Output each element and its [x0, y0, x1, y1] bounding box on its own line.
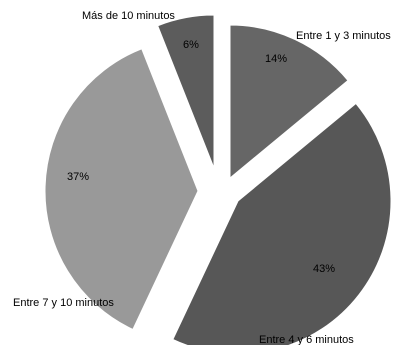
category-label: Entre 4 y 6 minutos: [259, 334, 354, 345]
pie-slice: [229, 24, 349, 180]
percent-label: 6%: [183, 39, 199, 51]
pie-slice: [172, 102, 392, 345]
percent-label: 43%: [313, 263, 335, 275]
category-label: Entre 1 y 3 minutos: [296, 30, 391, 42]
pie-labels: Entre 1 y 3 minutos Entre 4 y 6 minutos …: [13, 10, 391, 345]
pie-slices: [44, 14, 392, 345]
pie-slice: [157, 14, 215, 169]
percent-label: 37%: [67, 171, 89, 183]
category-label: Entre 7 y 10 minutos: [13, 297, 114, 309]
category-label: Más de 10 minutos: [82, 10, 175, 22]
percent-label: 14%: [265, 53, 287, 65]
pie-slice: [44, 48, 199, 331]
